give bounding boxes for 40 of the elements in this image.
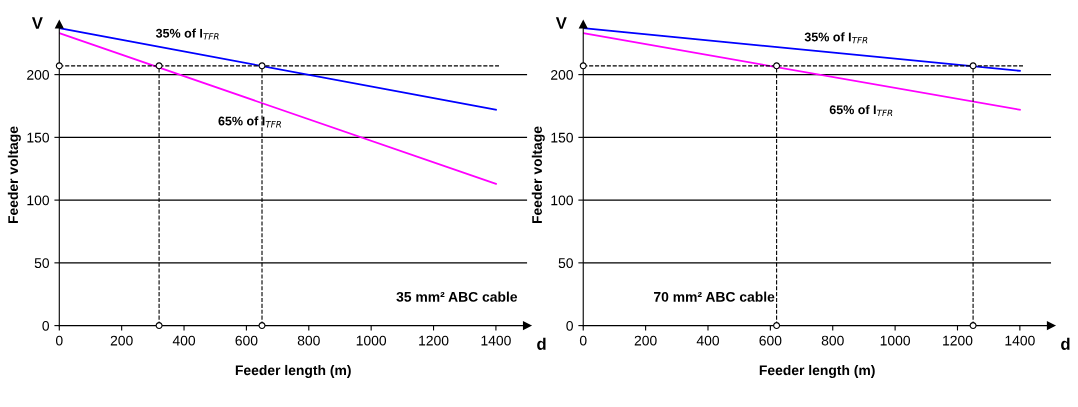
y-tick-label: 100 — [551, 195, 573, 206]
text: V — [31, 17, 43, 29]
x-tick-label: 600 — [235, 335, 258, 346]
x-tick-label: 1400 — [481, 335, 511, 346]
x-tick-label: 400 — [696, 335, 720, 346]
text: V — [555, 17, 567, 29]
x-tick-label: 400 — [172, 335, 196, 346]
x-axis-title: Feeder length (m) — [759, 364, 875, 378]
annotation: 70 mm² ABC cable — [654, 291, 775, 302]
x-tick-label: 600 — [759, 335, 782, 346]
x-tick-label: 1000 — [356, 335, 387, 346]
y-tick-label: 50 — [34, 258, 50, 269]
y-tick-label: 200 — [551, 69, 573, 80]
y-tick-label: 100 — [27, 195, 50, 206]
x-tick-label: 0 — [579, 335, 587, 346]
annotation: 35% of I$_{TFR}$ — [804, 32, 868, 44]
y-tick-label: 0 — [42, 320, 50, 331]
x-tick-label: 800 — [297, 335, 320, 346]
y-tick-label: 50 — [558, 258, 573, 269]
y-tick-label: 150 — [551, 132, 573, 143]
x-tick-label: 0 — [55, 335, 63, 346]
y-tick-label: 0 — [566, 320, 573, 331]
y-tick-label: 200 — [27, 69, 50, 80]
annotation: 35% of I$_{TFR}$ — [155, 28, 219, 40]
text: d — [537, 337, 546, 350]
text: d — [1061, 337, 1070, 350]
x-tick-label: 1200 — [943, 335, 973, 346]
y-tick-label: 150 — [27, 132, 50, 143]
x-tick-label: 800 — [821, 335, 844, 346]
x-axis-title: Feeder length (m) — [235, 364, 351, 378]
x-tick-label: 200 — [634, 335, 657, 346]
y-axis-title: Feeder voltage — [7, 126, 21, 224]
x-tick-label: 200 — [110, 335, 133, 346]
annotation: 65% of I$_{TFR}$ — [829, 104, 893, 117]
annotation: 35 mm² ABC cable — [396, 291, 518, 302]
x-tick-label: 1200 — [419, 335, 449, 346]
y-axis-title: Feeder voltage — [531, 126, 545, 224]
annotation: 65% of I$_{TFR}$ — [218, 116, 281, 128]
x-tick-label: 1400 — [1005, 335, 1035, 346]
x-tick-label: 1000 — [880, 335, 911, 346]
